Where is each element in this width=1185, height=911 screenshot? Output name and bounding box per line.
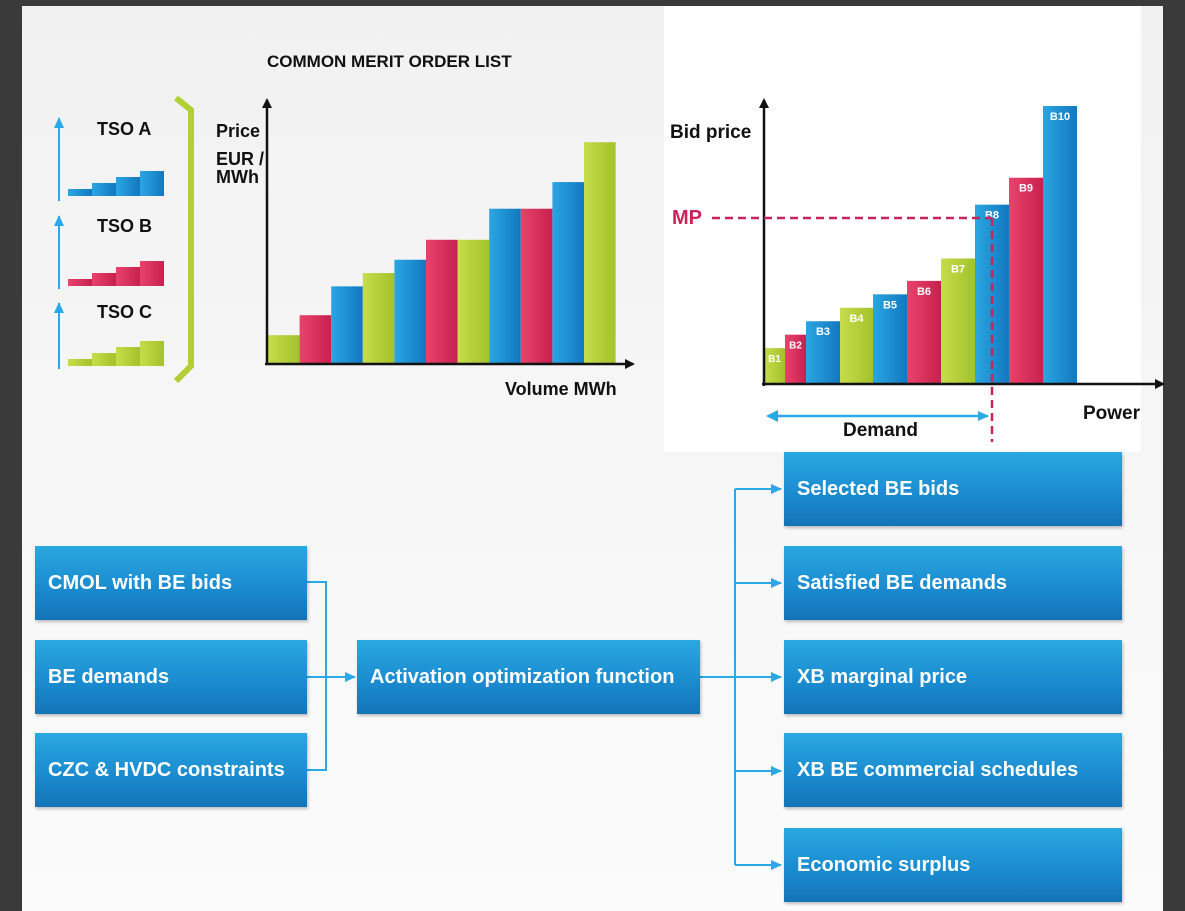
tso-c-bar [68,359,92,366]
cmol-bar [331,286,363,364]
input-box-czc-hvdc: CZC & HVDC constraints [35,733,307,807]
tso-c-bar [140,341,164,366]
cmol-ylabel-price: Price [216,121,261,141]
tso-c-label: TSO C [97,302,153,322]
cmol-bar [268,335,300,364]
tso-b-bar [140,261,164,286]
cmol-bar [552,182,584,364]
tso-b-label: TSO B [97,216,153,236]
bid-bar-label: B3 [816,326,830,338]
demand-label: Demand [843,420,918,441]
tso-a-bar [92,183,116,196]
tso-a-bar [68,189,92,196]
bid-bar-b9 [1009,177,1043,384]
bid-bar-b5 [873,294,907,384]
output-box-satisfied-demands: Satisfied BE demands [784,546,1122,620]
function-box: Activation optimization function [357,640,700,714]
cmol-title: COMMON MERIT ORDER LIST [267,52,512,71]
output-box-economic-surplus: Economic surplus [784,828,1122,902]
bid-bar-b4 [840,307,873,384]
bid-bar-b3 [806,321,840,384]
cmol-bar [489,208,521,364]
output-box-commercial-schedules: XB BE commercial schedules [784,733,1122,807]
bid-bar-label: B1 [768,354,781,365]
bid-chart-ylabel: Bid price [670,122,752,143]
cmol-bar [362,273,395,364]
cmol-bar [584,142,616,364]
bid-bar-b10 [1043,106,1077,384]
cmol-ylabel-unit2: MWh [216,167,259,187]
cmol-ylabel-unit: EUR / [216,149,265,169]
tso-a-label: TSO A [97,119,152,139]
cmol-bar [299,315,332,364]
bid-bar-label: B5 [883,299,897,311]
cmol-bar [457,239,490,364]
tso-panel-graphics [54,95,194,384]
mp-label: MP [672,207,702,229]
bid-bar-label: B2 [789,341,802,352]
bid-bar-b7 [941,258,975,384]
flow-connectors [307,484,782,870]
bid-bar-label: B9 [1019,183,1033,195]
bid-bar-label: B7 [951,263,965,275]
output-box-selected-bids: Selected BE bids [784,452,1122,526]
tso-b-bar [92,273,116,286]
bid-bar-b1 [764,348,785,384]
bid-bar-label: B6 [917,286,931,298]
tso-b-bar [116,267,140,286]
bid-bar-label: B4 [849,313,864,325]
cmol-bar [520,208,553,364]
tso-bracket [173,95,194,384]
output-box-marginal-price: XB marginal price [784,640,1122,714]
tso-b-bar [68,279,92,286]
input-box-be-demands: BE demands [35,640,307,714]
bid-bar-b2 [785,334,806,384]
cmol-xlabel: Volume MWh [505,379,617,399]
tso-c-bar [92,353,116,366]
bid-bar-label: B10 [1050,111,1070,123]
bid-bar-b6 [907,280,941,384]
cmol-bar [426,239,458,364]
tso-c-bar [116,347,140,366]
tso-a-bar [116,177,140,196]
input-box-cmol: CMOL with BE bids [35,546,307,620]
demand-arrow-left-head [766,410,778,422]
bid-chart-xlabel: Power [1083,403,1141,424]
cmol-chart [262,98,635,369]
tso-a-bar [140,171,164,196]
cmol-bar [394,259,426,364]
